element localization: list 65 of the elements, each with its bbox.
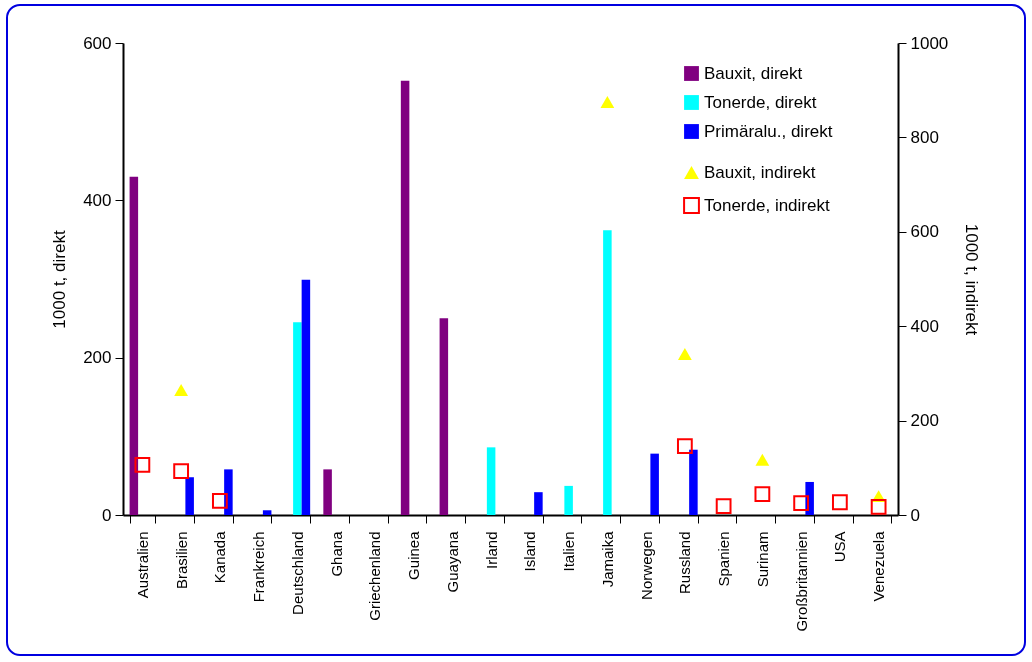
y2-tick-label: 600 — [910, 222, 939, 242]
y-tick-label: 400 — [83, 190, 112, 210]
x-tick-label: Guayana — [443, 530, 461, 593]
bar — [185, 477, 194, 515]
point — [831, 494, 848, 511]
point — [754, 486, 771, 503]
point — [676, 438, 693, 454]
y2-tick-label: 200 — [910, 411, 939, 431]
y-tick-label: 0 — [102, 505, 112, 525]
legend-label: Bauxit, indirekt — [704, 162, 816, 182]
bar — [534, 492, 543, 515]
point — [211, 492, 228, 509]
x-tick-label: Island — [521, 531, 539, 572]
bar — [650, 453, 659, 515]
point — [174, 383, 189, 396]
point — [134, 457, 151, 473]
x-tick-label: Russland — [676, 531, 694, 595]
x-tick-label: Ghana — [327, 530, 345, 577]
y2-tick-label: 800 — [910, 127, 939, 147]
bar — [603, 230, 612, 515]
bar — [301, 279, 311, 515]
bar — [129, 176, 139, 515]
point — [173, 463, 190, 479]
x-tick-label: Venezuela — [870, 530, 888, 602]
point — [600, 96, 615, 108]
point — [793, 495, 810, 512]
y-tick-label: 200 — [83, 348, 112, 368]
y2-tick-label: 0 — [910, 505, 920, 525]
x-tick-label: Australien — [133, 531, 151, 599]
bar — [293, 322, 302, 515]
x-tick-label: Italien — [560, 531, 578, 572]
bar — [689, 449, 698, 515]
x-tick-label: Spanien — [715, 531, 733, 587]
legend-label: Tonerde, indirekt — [704, 195, 830, 215]
x-tick-label: Norwegen — [637, 531, 655, 600]
x-tick-label: Griechenland — [366, 531, 384, 621]
y2-tick-label: 400 — [910, 316, 939, 336]
legend-label: Bauxit, direkt — [704, 63, 803, 83]
point — [870, 499, 887, 515]
bar — [262, 510, 272, 515]
y-axis-title: 1000 t, direkt — [50, 230, 70, 329]
bar — [439, 318, 449, 515]
x-tick-label: USA — [831, 531, 849, 563]
x-tick-label: Irland — [482, 531, 500, 570]
legend-label: Primäralu., direkt — [704, 121, 833, 141]
point — [755, 453, 770, 466]
x-tick-label: Großbritannien — [792, 531, 810, 632]
bar — [400, 80, 410, 515]
bar — [323, 469, 332, 515]
x-tick-label: Jamaika — [598, 530, 616, 588]
y2-axis-title: 1000 t, indirekt — [962, 223, 982, 336]
point — [677, 348, 692, 361]
x-tick-label: Frankreich — [250, 531, 268, 603]
x-tick-label: Deutschland — [288, 531, 306, 615]
legend-label: Tonerde, direkt — [704, 92, 817, 112]
bar — [224, 469, 233, 515]
x-tick-label: Surinam — [753, 531, 771, 588]
point — [715, 498, 732, 514]
x-tick-label: Brasilien — [172, 531, 190, 590]
x-tick-label: Guinea — [405, 530, 423, 580]
bar — [486, 447, 496, 515]
y-tick-label: 600 — [83, 33, 112, 53]
y2-tick-label: 1000 — [910, 33, 949, 53]
x-tick-label: Kanada — [211, 530, 229, 584]
bar — [564, 485, 573, 515]
